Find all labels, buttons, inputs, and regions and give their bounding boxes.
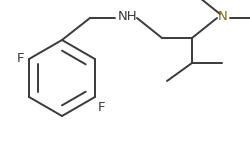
Text: N: N — [218, 10, 228, 23]
Text: F: F — [16, 52, 24, 66]
Text: NH: NH — [118, 10, 138, 23]
Text: F: F — [98, 101, 106, 114]
